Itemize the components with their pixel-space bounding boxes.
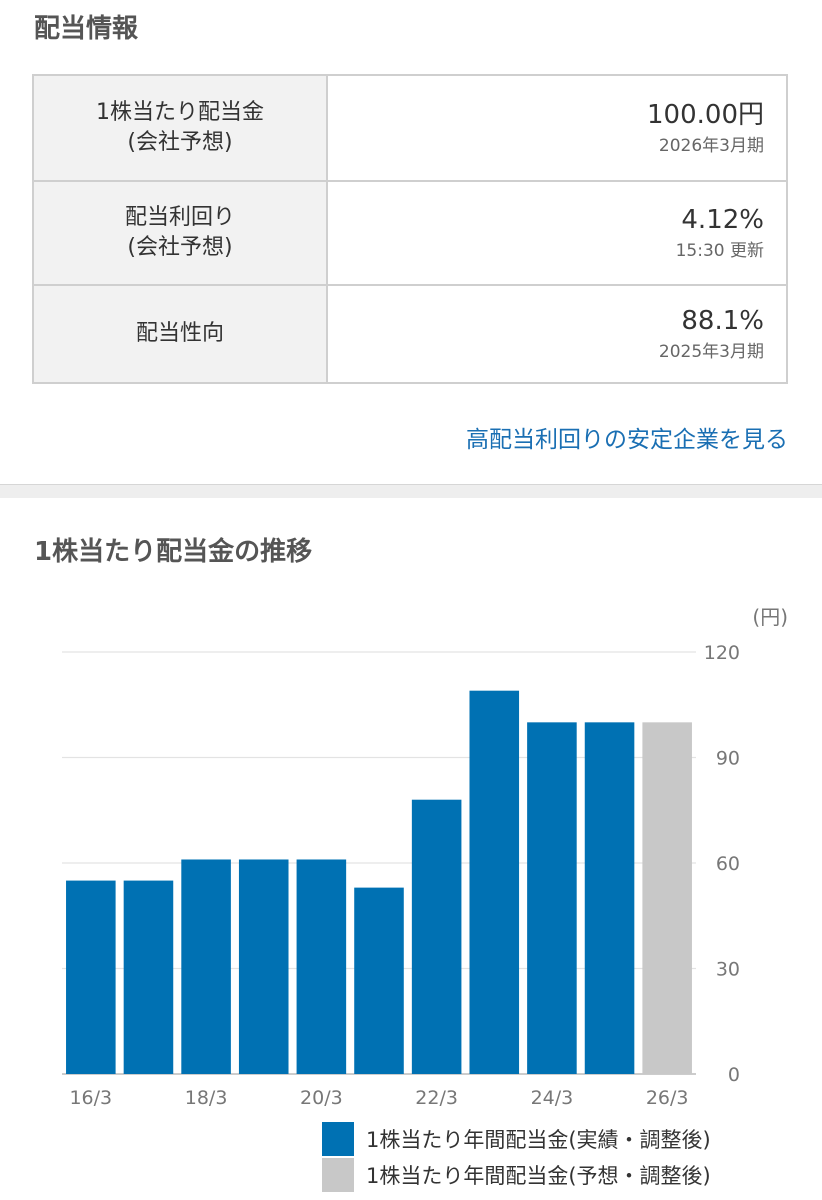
- y-unit-label: (円): [752, 605, 788, 629]
- x-tick-label: 18/3: [185, 1087, 228, 1109]
- bar-actual: [181, 859, 231, 1074]
- y-tick-label: 30: [716, 959, 740, 981]
- chart-title: 1株当たり配当金の推移: [34, 537, 313, 567]
- dividend-chart: 0 30 60 90 120 (円) 16/3 18/3 20/3 22/3 24/3 26/3: [62, 605, 788, 1109]
- y-tick-label: 90: [716, 748, 740, 770]
- payout-ratio-period: 2025年3月期: [658, 342, 764, 362]
- row-label: 1株当たり配当金 (会社予想): [34, 76, 328, 180]
- y-tick-label: 60: [716, 853, 740, 875]
- row-value: 88.1% 2025年3月期: [328, 286, 786, 382]
- row-label: 配当利回り (会社予想): [34, 182, 328, 284]
- high-yield-companies-link[interactable]: 高配当利回りの安定企業を見る: [466, 427, 788, 453]
- bar-actual: [66, 880, 116, 1074]
- bar-actual: [354, 887, 404, 1074]
- dividend-per-share-value: 100.00円: [647, 100, 764, 130]
- dividend-info-table: 1株当たり配当金 (会社予想) 100.00円 2026年3月期 配当利回り (…: [32, 74, 788, 384]
- dividend-yield-value: 4.12%: [681, 205, 764, 235]
- y-tick-label: 0: [728, 1064, 740, 1086]
- bar-actual: [238, 859, 289, 1074]
- bar-actual: [411, 799, 462, 1074]
- bar-actual: [584, 722, 635, 1074]
- section-divider: [0, 484, 822, 498]
- row-label-line1: 配当利回り: [124, 205, 235, 230]
- x-tick-label: 22/3: [415, 1087, 458, 1109]
- row-label-line1: 1株当たり配当金: [96, 100, 264, 125]
- bar-actual: [469, 690, 520, 1074]
- bar-forecast: [642, 722, 692, 1074]
- legend-item-forecast: 1株当たり年間配当金(予想・調整後): [322, 1158, 711, 1192]
- x-tick-label: 20/3: [300, 1087, 343, 1109]
- row-label-line1: 配当性向: [135, 321, 224, 346]
- bar-actual: [296, 859, 347, 1074]
- legend-label-forecast: 1株当たり年間配当金(予想・調整後): [366, 1164, 711, 1188]
- bar-actual: [123, 880, 174, 1074]
- x-tick-label: 26/3: [646, 1087, 689, 1109]
- row-dividend-yield: 配当利回り (会社予想) 4.12% 15:30 更新: [34, 182, 786, 286]
- row-label: 配当性向: [34, 286, 328, 382]
- y-tick-label: 120: [704, 642, 740, 664]
- payout-ratio-value: 88.1%: [681, 306, 764, 336]
- row-label-line2: (会社予想): [127, 130, 233, 155]
- row-label-line2: (会社予想): [127, 235, 233, 260]
- dividend-info-title: 配当情報: [34, 14, 139, 44]
- legend-swatch-forecast: [322, 1158, 354, 1192]
- x-tick-label: 16/3: [69, 1087, 112, 1109]
- legend-item-actual: 1株当たり年間配当金(実績・調整後): [322, 1122, 711, 1156]
- row-value: 4.12% 15:30 更新: [328, 182, 786, 284]
- dividend-yield-updated: 15:30 更新: [675, 241, 764, 261]
- x-tick-label: 24/3: [531, 1087, 574, 1109]
- row-dividend-per-share: 1株当たり配当金 (会社予想) 100.00円 2026年3月期: [34, 76, 786, 182]
- row-payout-ratio: 配当性向 88.1% 2025年3月期: [34, 286, 786, 382]
- dividend-per-share-period: 2026年3月期: [658, 136, 764, 156]
- legend-label-actual: 1株当たり年間配当金(実績・調整後): [366, 1128, 711, 1152]
- legend-swatch-actual: [322, 1122, 354, 1156]
- row-value: 100.00円 2026年3月期: [328, 76, 786, 180]
- bar-actual: [527, 722, 577, 1074]
